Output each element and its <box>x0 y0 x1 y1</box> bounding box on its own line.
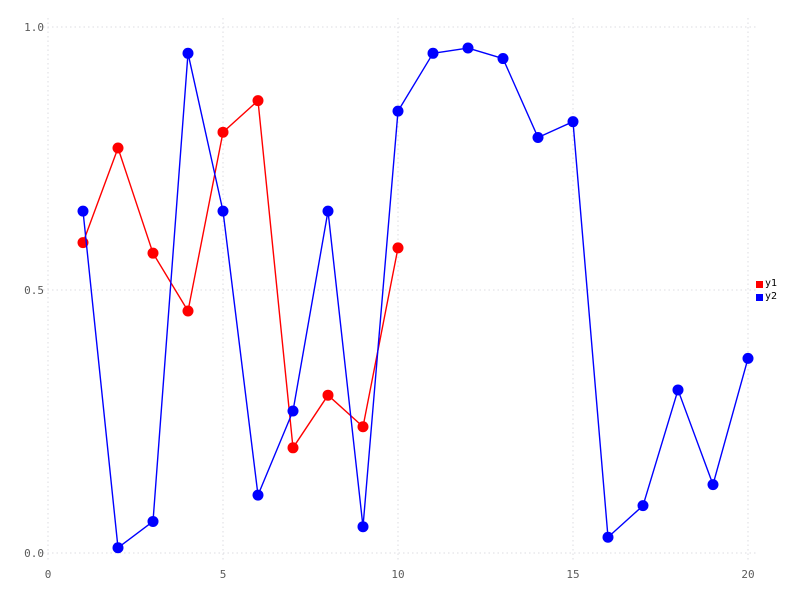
data-point-y2 <box>252 489 264 501</box>
data-point-y2 <box>462 42 474 54</box>
data-point-y2 <box>707 479 719 491</box>
data-point-y2 <box>182 47 194 59</box>
data-point-y2 <box>602 531 614 543</box>
data-point-y1 <box>322 389 334 401</box>
x-tick-label: 10 <box>391 568 404 581</box>
x-tick-label: 0 <box>45 568 52 581</box>
data-point-y1 <box>287 442 299 454</box>
data-point-y2 <box>112 542 124 554</box>
data-point-y2 <box>567 116 579 128</box>
series-line-y2 <box>82 47 749 549</box>
data-point-y1 <box>392 242 404 254</box>
data-point-y2 <box>742 352 754 364</box>
legend: y1 y2 <box>756 278 777 303</box>
data-point-y2 <box>497 53 509 65</box>
data-point-y2 <box>392 105 404 117</box>
y-tick-label: 0.5 <box>24 284 44 297</box>
data-point-y1 <box>252 95 264 107</box>
legend-swatch-y1 <box>756 280 763 288</box>
data-point-y2 <box>147 515 159 527</box>
data-point-y2 <box>427 47 439 59</box>
legend-item-y1: y1 <box>756 278 777 290</box>
x-tick-label: 20 <box>741 568 754 581</box>
data-point-y1 <box>112 142 124 154</box>
data-point-y2 <box>357 521 369 533</box>
data-point-y2 <box>322 205 334 217</box>
data-point-y1 <box>357 421 369 433</box>
legend-label-y2: y2 <box>765 291 778 302</box>
series-line-y1 <box>82 99 399 449</box>
data-point-y2 <box>217 205 229 217</box>
y-tick-label: 1.0 <box>24 21 44 34</box>
data-point-y2 <box>287 405 299 417</box>
data-point-y1 <box>182 305 194 317</box>
x-tick-label: 5 <box>220 568 227 581</box>
x-tick-label: 15 <box>566 568 579 581</box>
y-tick-label: 0.0 <box>24 547 44 560</box>
data-point-y2 <box>672 384 684 396</box>
legend-item-y2: y2 <box>756 291 777 303</box>
data-point-y1 <box>217 126 229 138</box>
data-point-y1 <box>147 247 159 259</box>
legend-label-y1: y1 <box>765 278 778 289</box>
data-point-y2 <box>77 205 89 217</box>
data-point-y2 <box>532 131 544 143</box>
data-point-y2 <box>637 500 649 512</box>
legend-swatch-y2 <box>756 293 763 301</box>
